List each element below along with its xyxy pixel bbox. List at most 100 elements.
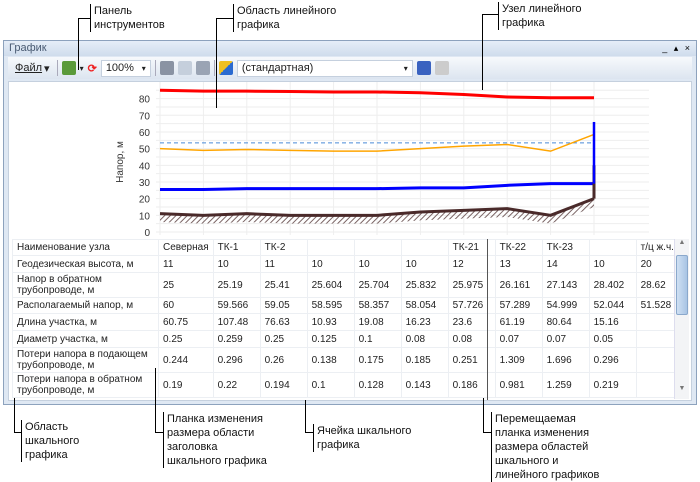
table-cell[interactable]: 19.08 <box>354 314 401 331</box>
table-cell[interactable]: 23.6 <box>448 314 495 331</box>
row-header[interactable]: Диаметр участка, м <box>13 331 159 348</box>
table-cell[interactable]: 16.23 <box>401 314 448 331</box>
table-cell[interactable]: 0.138 <box>307 348 354 373</box>
table-cell[interactable]: 15.16 <box>589 314 636 331</box>
table-cell[interactable]: 0.08 <box>401 331 448 348</box>
row-header[interactable]: Наименование узла <box>13 240 159 256</box>
table-cell[interactable]: 25.19 <box>213 273 260 298</box>
refresh-icon[interactable] <box>62 61 76 75</box>
table-cell[interactable]: 57.726 <box>448 298 495 314</box>
table-cell[interactable]: 0.175 <box>354 348 401 373</box>
table-cell[interactable]: 14 <box>542 256 589 273</box>
table-cell[interactable]: 0.07 <box>542 331 589 348</box>
table-cell[interactable]: 57.289 <box>495 298 542 314</box>
table-cell[interactable]: 0.128 <box>354 373 401 398</box>
scroll-up-icon[interactable]: ▲ <box>675 239 689 253</box>
table-cell[interactable]: 10 <box>354 256 401 273</box>
table-cell[interactable]: 0.1 <box>307 373 354 398</box>
table-cell[interactable]: 26.161 <box>495 273 542 298</box>
table-cell[interactable]: 76.63 <box>260 314 307 331</box>
table-cell[interactable]: 0.25 <box>159 331 214 348</box>
table-cell[interactable] <box>354 240 401 256</box>
table-cell[interactable]: 54.999 <box>542 298 589 314</box>
row-header[interactable]: Длина участка, м <box>13 314 159 331</box>
scroll-down-icon[interactable]: ▼ <box>675 385 689 399</box>
table-cell[interactable]: 0.259 <box>213 331 260 348</box>
table-cell[interactable]: 0.25 <box>260 331 307 348</box>
table-cell[interactable]: 25.41 <box>260 273 307 298</box>
table-cell[interactable]: 0.219 <box>589 373 636 398</box>
window-controls[interactable]: _ ▴ × <box>662 41 692 56</box>
table-cell[interactable] <box>401 240 448 256</box>
splitter-handle[interactable] <box>487 239 488 400</box>
table-cell[interactable]: 107.48 <box>213 314 260 331</box>
page-setup-icon[interactable] <box>196 61 210 75</box>
table-cell[interactable]: 1.259 <box>542 373 589 398</box>
table-cell[interactable]: 1.696 <box>542 348 589 373</box>
table-cell[interactable]: 10 <box>401 256 448 273</box>
table-cell[interactable]: 60 <box>159 298 214 314</box>
table-cell[interactable]: ТК-22 <box>495 240 542 256</box>
table-cell[interactable]: 0.186 <box>448 373 495 398</box>
table-cell[interactable]: 12 <box>448 256 495 273</box>
table-cell[interactable]: 0.296 <box>213 348 260 373</box>
zoom-select[interactable]: 100%▾ <box>101 60 151 77</box>
table-cell[interactable]: 0.08 <box>448 331 495 348</box>
print-preview-icon[interactable] <box>178 61 192 75</box>
template-select[interactable]: (стандартная)▾ <box>237 60 413 77</box>
table-cell[interactable]: 25.832 <box>401 273 448 298</box>
table-cell[interactable]: 58.357 <box>354 298 401 314</box>
dropdown-arrow-icon[interactable]: ▾ <box>80 64 84 73</box>
table-cell[interactable]: 60.75 <box>159 314 214 331</box>
table-cell[interactable]: 27.143 <box>542 273 589 298</box>
chart-style-icon[interactable] <box>219 61 233 75</box>
table-cell[interactable]: ТК-2 <box>260 240 307 256</box>
table-cell[interactable]: 0.07 <box>495 331 542 348</box>
scroll-thumb[interactable] <box>676 255 688 315</box>
table-cell[interactable]: 0.1 <box>354 331 401 348</box>
table-cell[interactable]: 0.22 <box>213 373 260 398</box>
table-cell[interactable]: 25.975 <box>448 273 495 298</box>
table-cell[interactable]: 0.125 <box>307 331 354 348</box>
table-cell[interactable]: 58.595 <box>307 298 354 314</box>
row-header[interactable]: Геодезическая высота, м <box>13 256 159 273</box>
table-cell[interactable] <box>589 240 636 256</box>
table-cell[interactable]: 52.044 <box>589 298 636 314</box>
table-cell[interactable]: 0.26 <box>260 348 307 373</box>
table-cell[interactable]: 0.05 <box>589 331 636 348</box>
table-cell[interactable] <box>307 240 354 256</box>
table-cell[interactable]: ТК-21 <box>448 240 495 256</box>
table-cell[interactable]: 10 <box>307 256 354 273</box>
save-template-icon[interactable] <box>417 61 431 75</box>
table-cell[interactable]: 1.309 <box>495 348 542 373</box>
table-cell[interactable]: 0.251 <box>448 348 495 373</box>
vertical-scrollbar[interactable]: ▲ ▼ <box>674 239 689 399</box>
table-cell[interactable]: 10.93 <box>307 314 354 331</box>
table-cell[interactable]: 0.143 <box>401 373 448 398</box>
file-menu-button[interactable]: Файл ▾ <box>12 61 53 76</box>
table-cell[interactable]: 25 <box>159 273 214 298</box>
table-cell[interactable]: 28.402 <box>589 273 636 298</box>
row-header[interactable]: Располагаемый напор, м <box>13 298 159 314</box>
table-cell[interactable]: 0.296 <box>589 348 636 373</box>
table-cell[interactable]: 0.981 <box>495 373 542 398</box>
table-cell[interactable]: 80.64 <box>542 314 589 331</box>
table-cell[interactable]: 61.19 <box>495 314 542 331</box>
table-cell[interactable]: 0.19 <box>159 373 214 398</box>
table-cell[interactable]: ТК-1 <box>213 240 260 256</box>
print-icon[interactable] <box>160 61 174 75</box>
table-cell[interactable]: 0.194 <box>260 373 307 398</box>
table-cell[interactable]: 0.185 <box>401 348 448 373</box>
table-cell[interactable]: Северная <box>159 240 214 256</box>
table-cell[interactable]: 10 <box>213 256 260 273</box>
table-cell[interactable]: 25.604 <box>307 273 354 298</box>
row-header[interactable]: Потери напора в подающем трубопроводе, м <box>13 348 159 373</box>
reload-icon[interactable]: ⟳ <box>88 62 97 75</box>
table-cell[interactable]: 13 <box>495 256 542 273</box>
table-cell[interactable]: 11 <box>260 256 307 273</box>
row-header[interactable]: Потери напора в обратном трубопроводе, м <box>13 373 159 398</box>
delete-template-icon[interactable] <box>435 61 449 75</box>
table-cell[interactable]: 0.244 <box>159 348 214 373</box>
table-cell[interactable]: 59.566 <box>213 298 260 314</box>
table-cell[interactable]: 25.704 <box>354 273 401 298</box>
